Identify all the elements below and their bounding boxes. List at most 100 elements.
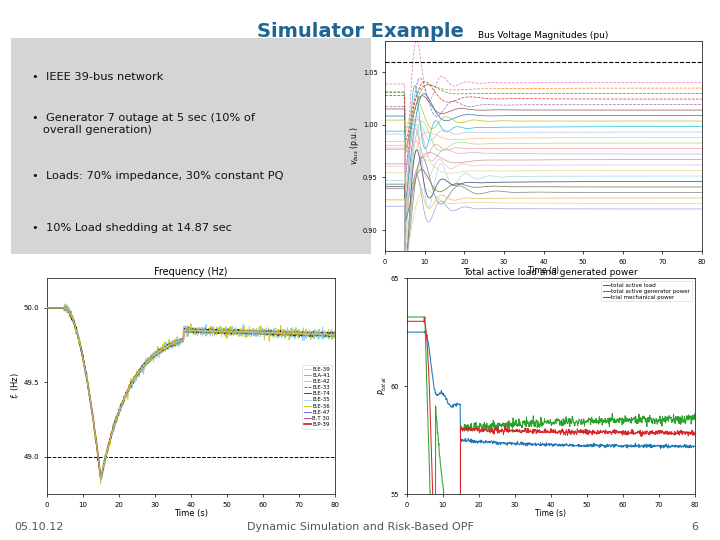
B.E-35 xyxy=(168,342,176,348)
trial mechanical power xyxy=(570,429,579,435)
B.E-33 xyxy=(60,303,69,310)
total active load xyxy=(420,329,429,335)
Y-axis label: $P_{total}$: $P_{total}$ xyxy=(377,377,390,395)
B.E-47 xyxy=(330,333,339,339)
Line: B.E-47: B.E-47 xyxy=(47,307,335,480)
B.A-41 xyxy=(140,362,148,368)
B.A-41 xyxy=(168,341,176,348)
trial mechanical power xyxy=(420,315,429,321)
Text: •  Generator 7 outage at 5 sec (10% of
   overall generation): • Generator 7 outage at 5 sec (10% of ov… xyxy=(32,113,256,135)
total active generator power xyxy=(578,421,587,427)
B.E-47 xyxy=(96,477,105,483)
B.E-47 xyxy=(42,305,51,311)
B.P-39 xyxy=(168,341,176,347)
total active generator power xyxy=(690,416,699,423)
B.E-47 xyxy=(200,326,209,332)
B.A-41 xyxy=(330,333,339,339)
B.E-36 xyxy=(200,325,209,331)
B.E-36 xyxy=(140,361,148,367)
Text: Simulator Example: Simulator Example xyxy=(256,22,464,40)
B.E-33 xyxy=(168,340,176,346)
total active load xyxy=(577,442,586,449)
B.E-35 xyxy=(200,329,209,336)
B.T 30 xyxy=(96,475,105,481)
B.E-36 xyxy=(91,433,100,440)
B.E-39 xyxy=(168,341,176,347)
B.E-35 xyxy=(91,434,100,441)
B.E-39 xyxy=(60,305,69,311)
B.E-35 xyxy=(140,360,148,367)
total active generator power xyxy=(651,418,660,424)
Title: Bus Voltage Magnitudes (pu): Bus Voltage Magnitudes (pu) xyxy=(478,31,609,40)
Line: total active load: total active load xyxy=(407,332,695,449)
total active generator power xyxy=(587,417,595,424)
B.T 30 xyxy=(42,305,51,311)
B.P-39 xyxy=(140,360,148,367)
B.E-39 xyxy=(194,328,203,334)
FancyBboxPatch shape xyxy=(0,29,385,262)
B.E-35 xyxy=(194,328,203,335)
B.A-41 xyxy=(81,367,89,373)
B.T 30 xyxy=(330,331,339,338)
B.E-74 xyxy=(42,305,51,311)
B.E-74 xyxy=(200,328,209,335)
B.E-47 xyxy=(194,327,203,333)
B.A-41 xyxy=(91,433,100,440)
Text: •  IEEE 39-bus network: • IEEE 39-bus network xyxy=(32,72,163,82)
Line: B.E-35: B.E-35 xyxy=(47,303,335,480)
Line: B.T 30: B.T 30 xyxy=(47,307,335,478)
Text: 05.10.12: 05.10.12 xyxy=(14,522,64,532)
B.E-36 xyxy=(194,327,203,334)
B.E-39 xyxy=(140,362,148,368)
total active load xyxy=(402,329,411,335)
B.E-47 xyxy=(60,303,68,310)
Line: B.A-41: B.A-41 xyxy=(47,307,335,478)
Line: B.E-36: B.E-36 xyxy=(47,305,335,484)
B.E-39 xyxy=(81,366,89,372)
B.E-74 xyxy=(330,331,339,338)
B.E-47 xyxy=(168,340,176,346)
Y-axis label: $f_r$ (Hz): $f_r$ (Hz) xyxy=(9,373,22,400)
total active load xyxy=(570,443,579,449)
total active load xyxy=(651,443,660,449)
B.T 30 xyxy=(91,435,100,441)
total active load xyxy=(586,443,595,449)
total active load xyxy=(621,443,630,449)
B.E-39 xyxy=(91,434,100,441)
B.P-39 xyxy=(91,435,100,441)
B.P-39 xyxy=(96,476,105,482)
total active load xyxy=(690,443,699,449)
B.E-36 xyxy=(81,367,89,374)
trial mechanical power xyxy=(621,429,630,436)
B.E-74 xyxy=(81,366,89,372)
B.P-39 xyxy=(200,327,209,334)
trial mechanical power xyxy=(651,431,660,437)
Line: B.E-42: B.E-42 xyxy=(47,306,335,478)
X-axis label: Time (s): Time (s) xyxy=(535,509,567,518)
B.E-42 xyxy=(81,365,89,372)
B.T 30 xyxy=(81,364,89,371)
Line: B.P-39: B.P-39 xyxy=(47,306,335,479)
B.E-47 xyxy=(140,364,148,370)
total active generator power xyxy=(621,414,630,420)
total active generator power xyxy=(402,314,411,320)
B.E-39 xyxy=(96,475,105,482)
B.E-74 xyxy=(91,433,100,439)
B.E-74 xyxy=(194,328,203,335)
Text: Dynamic Simulation and Risk-Based OPF: Dynamic Simulation and Risk-Based OPF xyxy=(246,522,474,532)
trial mechanical power xyxy=(587,428,595,435)
Text: •  10% Load shedding at 14.87 sec: • 10% Load shedding at 14.87 sec xyxy=(32,223,233,233)
X-axis label: Time (s): Time (s) xyxy=(174,509,208,518)
B.E-33 xyxy=(330,331,339,338)
B.E-42 xyxy=(96,475,105,481)
X-axis label: Time (s): Time (s) xyxy=(528,266,559,275)
Legend: total active load, total active generator power, trial mechanical power: total active load, total active generato… xyxy=(601,281,692,301)
B.E-33 xyxy=(140,361,148,368)
Line: B.E-39: B.E-39 xyxy=(47,308,335,478)
B.A-41 xyxy=(194,329,203,335)
B.E-35 xyxy=(60,300,69,307)
Text: •  Loads: 70% impedance, 30% constant PQ: • Loads: 70% impedance, 30% constant PQ xyxy=(32,171,284,181)
B.E-74 xyxy=(140,362,148,369)
B.P-39 xyxy=(194,327,203,333)
B.T 30 xyxy=(168,341,176,347)
